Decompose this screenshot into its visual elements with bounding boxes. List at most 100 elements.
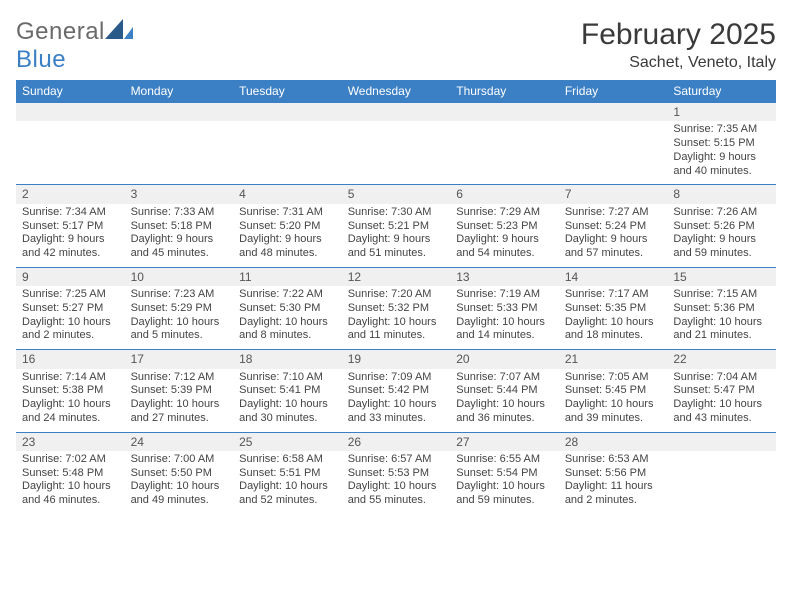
day-detail-line: Sunset: 5:56 PM xyxy=(565,467,662,481)
day-detail-line: Sunset: 5:50 PM xyxy=(131,467,228,481)
calendar-cell xyxy=(450,103,559,185)
day-detail-line: Sunset: 5:29 PM xyxy=(131,302,228,316)
day-detail-line: and 36 minutes. xyxy=(456,412,553,426)
day-detail-line: Sunset: 5:30 PM xyxy=(239,302,336,316)
day-detail: Sunrise: 6:58 AMSunset: 5:51 PMDaylight:… xyxy=(233,451,342,514)
day-detail-line xyxy=(131,123,228,137)
day-number: 20 xyxy=(450,350,559,368)
day-detail-line: and 46 minutes. xyxy=(22,494,119,508)
calendar-table: Sunday Monday Tuesday Wednesday Thursday… xyxy=(16,80,776,514)
day-number xyxy=(450,103,559,121)
day-detail: Sunrise: 7:20 AMSunset: 5:32 PMDaylight:… xyxy=(342,286,451,349)
day-detail-line: Sunrise: 7:05 AM xyxy=(565,371,662,385)
calendar-cell xyxy=(559,103,668,185)
day-detail-line xyxy=(673,453,770,467)
day-detail-line: Daylight: 10 hours xyxy=(565,398,662,412)
calendar-cell: 26Sunrise: 6:57 AMSunset: 5:53 PMDayligh… xyxy=(342,432,451,514)
day-detail: Sunrise: 7:22 AMSunset: 5:30 PMDaylight:… xyxy=(233,286,342,349)
calendar-cell: 19 Sunrise: 7:09 AMSunset: 5:42 PMDayligh… xyxy=(342,350,451,432)
day-detail-line xyxy=(239,137,336,151)
day-detail-line: and 48 minutes. xyxy=(239,247,336,261)
day-detail-line: Daylight: 10 hours xyxy=(239,316,336,330)
day-detail-line xyxy=(239,123,336,137)
day-detail: Sunrise: 7:23 AMSunset: 5:29 PMDaylight:… xyxy=(125,286,234,349)
day-detail xyxy=(450,121,559,184)
logo-word-blue: Blue xyxy=(16,46,66,73)
day-detail: Sunrise: 6:55 AMSunset: 5:54 PMDaylight:… xyxy=(450,451,559,514)
day-detail-line: Daylight: 11 hours xyxy=(565,480,662,494)
day-detail-line: Sunset: 5:42 PM xyxy=(348,384,445,398)
day-detail-line: Sunrise: 7:20 AM xyxy=(348,288,445,302)
day-detail-line: and 42 minutes. xyxy=(22,247,119,261)
day-detail: Sunrise: 7:07 AMSunset: 5:44 PMDaylight:… xyxy=(450,369,559,432)
calendar-cell xyxy=(125,103,234,185)
day-detail: Sunrise: 7:14 AMSunset: 5:38 PMDaylight:… xyxy=(16,369,125,432)
day-detail-line xyxy=(348,151,445,165)
day-detail-line: Sunset: 5:26 PM xyxy=(673,220,770,234)
day-detail-line xyxy=(673,480,770,494)
day-detail: Sunrise: 7:17 AMSunset: 5:35 PMDaylight:… xyxy=(559,286,668,349)
calendar-cell: 10Sunrise: 7:23 AMSunset: 5:29 PMDayligh… xyxy=(125,267,234,349)
day-detail: Sunrise: 7:02 AMSunset: 5:48 PMDaylight:… xyxy=(16,451,125,514)
day-detail-line: Sunrise: 7:27 AM xyxy=(565,206,662,220)
day-number: 27 xyxy=(450,433,559,451)
day-detail: Sunrise: 7:12 AMSunset: 5:39 PMDaylight:… xyxy=(125,369,234,432)
day-detail: Sunrise: 7:29 AMSunset: 5:23 PMDaylight:… xyxy=(450,204,559,267)
calendar-cell: 21Sunrise: 7:05 AMSunset: 5:45 PMDayligh… xyxy=(559,350,668,432)
day-detail-line: and 54 minutes. xyxy=(456,247,553,261)
day-detail-line: Daylight: 9 hours xyxy=(348,233,445,247)
day-detail-line: Daylight: 9 hours xyxy=(565,233,662,247)
day-detail-line: Sunset: 5:18 PM xyxy=(131,220,228,234)
calendar-body: 1Sunrise: 7:35 AMSunset: 5:15 PMDaylight… xyxy=(16,103,776,514)
day-detail-line: Sunrise: 7:23 AM xyxy=(131,288,228,302)
day-detail-line: and 59 minutes. xyxy=(456,494,553,508)
day-detail-line: Sunset: 5:44 PM xyxy=(456,384,553,398)
calendar-cell xyxy=(16,103,125,185)
day-detail-line: Daylight: 10 hours xyxy=(348,398,445,412)
day-detail-line: and 11 minutes. xyxy=(348,329,445,343)
day-detail-line: and 39 minutes. xyxy=(565,412,662,426)
day-detail xyxy=(342,121,451,184)
day-detail-line: Sunrise: 7:15 AM xyxy=(673,288,770,302)
calendar-week: 1Sunrise: 7:35 AMSunset: 5:15 PMDaylight… xyxy=(16,103,776,185)
day-detail-line: Sunrise: 7:22 AM xyxy=(239,288,336,302)
day-detail-line: Sunrise: 7:30 AM xyxy=(348,206,445,220)
logo: General Blue xyxy=(16,18,133,74)
calendar-cell: 12Sunrise: 7:20 AMSunset: 5:32 PMDayligh… xyxy=(342,267,451,349)
day-number: 15 xyxy=(667,268,776,286)
day-detail-line: Sunrise: 7:14 AM xyxy=(22,371,119,385)
calendar-cell: 28Sunrise: 6:53 AMSunset: 5:56 PMDayligh… xyxy=(559,432,668,514)
day-detail-line: Daylight: 10 hours xyxy=(348,480,445,494)
day-detail-line: and 52 minutes. xyxy=(239,494,336,508)
day-detail-line xyxy=(456,137,553,151)
day-number: 12 xyxy=(342,268,451,286)
day-number: 19 xyxy=(342,350,451,368)
day-detail: Sunrise: 7:33 AMSunset: 5:18 PMDaylight:… xyxy=(125,204,234,267)
day-header: Saturday xyxy=(667,80,776,103)
day-detail xyxy=(16,121,125,184)
day-detail-line: Sunrise: 7:09 AM xyxy=(348,371,445,385)
calendar-cell: 8Sunrise: 7:26 AMSunset: 5:26 PMDaylight… xyxy=(667,185,776,267)
day-detail-line xyxy=(22,123,119,137)
day-number: 4 xyxy=(233,185,342,203)
day-detail-line: Sunset: 5:20 PM xyxy=(239,220,336,234)
day-detail-line: Sunset: 5:51 PM xyxy=(239,467,336,481)
day-detail-line xyxy=(239,165,336,179)
calendar-cell: 5Sunrise: 7:30 AMSunset: 5:21 PMDaylight… xyxy=(342,185,451,267)
day-number: 2 xyxy=(16,185,125,203)
day-number xyxy=(342,103,451,121)
day-detail: Sunrise: 7:25 AMSunset: 5:27 PMDaylight:… xyxy=(16,286,125,349)
day-number: 10 xyxy=(125,268,234,286)
location-label: Sachet, Veneto, Italy xyxy=(581,54,776,72)
calendar-cell: 18Sunrise: 7:10 AMSunset: 5:41 PMDayligh… xyxy=(233,350,342,432)
calendar-cell: 17Sunrise: 7:12 AMSunset: 5:39 PMDayligh… xyxy=(125,350,234,432)
calendar-cell: 7Sunrise: 7:27 AMSunset: 5:24 PMDaylight… xyxy=(559,185,668,267)
day-detail-line: Sunrise: 7:19 AM xyxy=(456,288,553,302)
day-detail-line: Sunrise: 7:07 AM xyxy=(456,371,553,385)
logo-text: General Blue xyxy=(16,18,133,74)
day-detail-line: Sunrise: 6:58 AM xyxy=(239,453,336,467)
day-detail-line: Sunset: 5:17 PM xyxy=(22,220,119,234)
month-title: February 2025 xyxy=(581,18,776,52)
day-detail-line: Sunset: 5:41 PM xyxy=(239,384,336,398)
day-number: 6 xyxy=(450,185,559,203)
